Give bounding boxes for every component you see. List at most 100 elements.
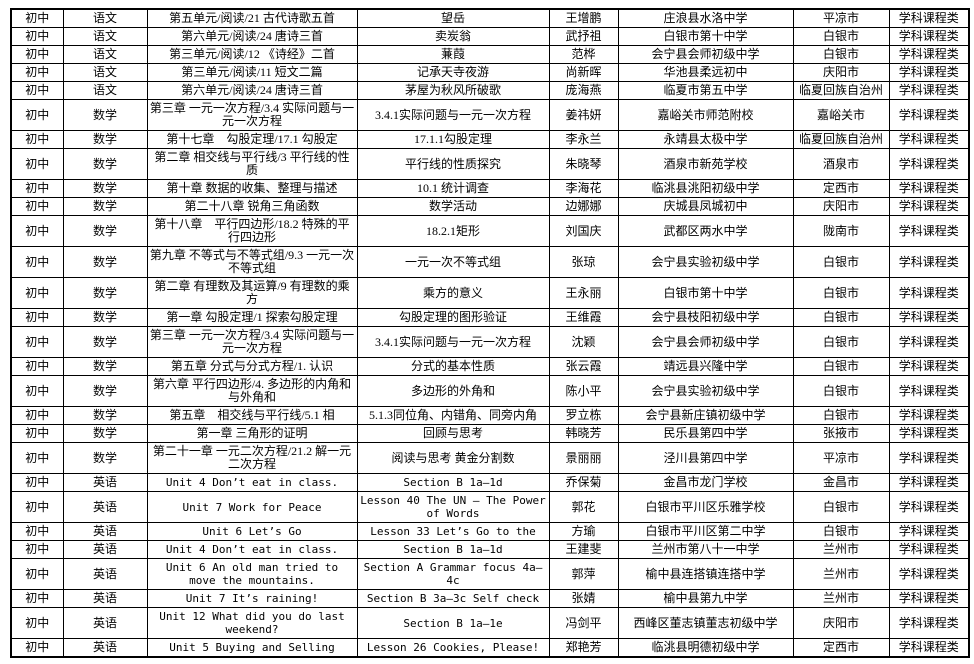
- cell-city: 庆阳市: [792, 607, 890, 639]
- cell-course-category: 学科课程类: [888, 27, 970, 46]
- cell-unit: Unit 4 Don’t eat in class.: [146, 473, 358, 492]
- cell-lesson-title: Section B 1a—1d: [356, 540, 550, 559]
- cell-level: 初中: [10, 491, 64, 523]
- cell-lesson-title: Section B 1a—1e: [356, 607, 550, 639]
- cell-lesson-title: 望岳: [356, 8, 550, 28]
- cell-course-category: 学科课程类: [888, 246, 970, 278]
- cell-school: 会宁县会师初级中学: [617, 326, 794, 358]
- cell-city: 平凉市: [792, 8, 890, 28]
- cell-school: 庄浪县水洛中学: [617, 8, 794, 28]
- cell-unit: 第十八章 平行四边形/18.2 特殊的平行四边形: [146, 215, 358, 247]
- table-row: 初中 数学 第三章 一元一次方程/3.4 实际问题与一元一次方程 3.4.1实际问题与…: [10, 326, 970, 358]
- table-row: 初中 数学 第二十八章 锐角三角函数 数学活动 边娜娜 庆城县凤城初中 庆阳市 学科课程类: [10, 197, 970, 216]
- cell-lesson-title: 蒹葭: [356, 45, 550, 64]
- cell-course-category: 学科课程类: [888, 99, 970, 131]
- cell-course-category: 学科课程类: [888, 308, 970, 327]
- cell-city: 白银市: [792, 375, 890, 407]
- cell-school: 会宁县枝阳初级中学: [617, 308, 794, 327]
- cell-subject: 数学: [62, 197, 148, 216]
- cell-city: 陇南市: [792, 215, 890, 247]
- course-table-body: 初中 语文 第五单元/阅读/21 古代诗歌五首 望岳 王增鹏 庄浪县水洛中学 平凉市 学科课程…: [10, 8, 970, 658]
- cell-teacher-name: 冯剑平: [548, 607, 619, 639]
- cell-school: 榆中县连搭镇连搭中学: [617, 558, 794, 590]
- cell-school: 兰州市第八十一中学: [617, 540, 794, 559]
- cell-teacher-name: 刘国庆: [548, 215, 619, 247]
- cell-unit: 第三单元/阅读/11 短文二篇: [146, 63, 358, 82]
- cell-course-category: 学科课程类: [888, 375, 970, 407]
- cell-course-category: 学科课程类: [888, 326, 970, 358]
- cell-course-category: 学科课程类: [888, 357, 970, 376]
- cell-lesson-title: 平行线的性质探究: [356, 148, 550, 180]
- cell-city: 张掖市: [792, 424, 890, 443]
- table-row: 初中 英语 Unit 6 Let’s Go Lesson 33 Let’s Go to…: [10, 522, 970, 541]
- cell-subject: 语文: [62, 63, 148, 82]
- cell-school: 会宁县新庄镇初级中学: [617, 406, 794, 425]
- cell-course-category: 学科课程类: [888, 558, 970, 590]
- cell-teacher-name: 王维霞: [548, 308, 619, 327]
- cell-teacher-name: 李永兰: [548, 130, 619, 149]
- cell-teacher-name: 韩晓芳: [548, 424, 619, 443]
- cell-city: 庆阳市: [792, 63, 890, 82]
- cell-unit: 第三单元/阅读/12 《诗经》二首: [146, 45, 358, 64]
- cell-unit: 第一章 勾股定理/1 探索勾股定理: [146, 308, 358, 327]
- cell-teacher-name: 张婧: [548, 589, 619, 608]
- cell-lesson-title: 一元一次不等式组: [356, 246, 550, 278]
- cell-course-category: 学科课程类: [888, 81, 970, 100]
- cell-teacher-name: 武抒祖: [548, 27, 619, 46]
- table-row: 初中 数学 第十七章 勾股定理/17.1 勾股定 17.1.1勾股定理 李永兰 永靖县太极…: [10, 130, 970, 149]
- cell-school: 靖远县兴隆中学: [617, 357, 794, 376]
- cell-lesson-title: 多边形的外角和: [356, 375, 550, 407]
- cell-subject: 数学: [62, 215, 148, 247]
- cell-course-category: 学科课程类: [888, 215, 970, 247]
- cell-level: 初中: [10, 246, 64, 278]
- cell-lesson-title: 18.2.1矩形: [356, 215, 550, 247]
- cell-city: 酒泉市: [792, 148, 890, 180]
- cell-subject: 语文: [62, 81, 148, 100]
- cell-teacher-name: 陈小平: [548, 375, 619, 407]
- cell-unit: Unit 6 Let’s Go: [146, 522, 358, 541]
- cell-teacher-name: 郭花: [548, 491, 619, 523]
- cell-unit: 第三章 一元一次方程/3.4 实际问题与一元一次方程: [146, 99, 358, 131]
- table-row: 初中 英语 Unit 5 Buying and Selling Lesson 26 C…: [10, 638, 970, 658]
- cell-level: 初中: [10, 81, 64, 100]
- cell-lesson-title: Section B 3a—3c Self check: [356, 589, 550, 608]
- cell-school: 嘉峪关市师范附校: [617, 99, 794, 131]
- cell-lesson-title: 3.4.1实际问题与一元一次方程: [356, 326, 550, 358]
- table-row: 初中 语文 第六单元/阅读/24 唐诗三首 卖炭翁 武抒祖 白银市第十中学 白银市 学科课程类: [10, 27, 970, 46]
- cell-course-category: 学科课程类: [888, 540, 970, 559]
- cell-school: 会宁县实验初级中学: [617, 246, 794, 278]
- cell-teacher-name: 庞海燕: [548, 81, 619, 100]
- cell-teacher-name: 景丽丽: [548, 442, 619, 474]
- cell-unit: Unit 7 Work for Peace: [146, 491, 358, 523]
- cell-teacher-name: 乔保菊: [548, 473, 619, 492]
- cell-school: 泾川县第四中学: [617, 442, 794, 474]
- cell-subject: 语文: [62, 8, 148, 28]
- cell-level: 初中: [10, 179, 64, 198]
- cell-level: 初中: [10, 130, 64, 149]
- cell-school: 华池县柔远初中: [617, 63, 794, 82]
- cell-unit: 第十章 数据的收集、整理与描述: [146, 179, 358, 198]
- cell-teacher-name: 罗立栋: [548, 406, 619, 425]
- cell-level: 初中: [10, 63, 64, 82]
- cell-teacher-name: 沈颖: [548, 326, 619, 358]
- cell-course-category: 学科课程类: [888, 607, 970, 639]
- cell-unit: 第二十八章 锐角三角函数: [146, 197, 358, 216]
- table-row: 初中 英语 Unit 12 What did you do last weekend…: [10, 607, 970, 639]
- cell-school: 酒泉市新苑学校: [617, 148, 794, 180]
- table-row: 初中 数学 第十八章 平行四边形/18.2 特殊的平行四边形 18.2.1矩形 刘国庆武…: [10, 215, 970, 247]
- table-row: 初中 数学 第三章 一元一次方程/3.4 实际问题与一元一次方程 3.4.1实际问题与…: [10, 99, 970, 131]
- cell-level: 初中: [10, 308, 64, 327]
- cell-level: 初中: [10, 589, 64, 608]
- course-table: 初中 语文 第五单元/阅读/21 古代诗歌五首 望岳 王增鹏 庄浪县水洛中学 平凉市 学科课程…: [10, 8, 970, 658]
- cell-city: 定西市: [792, 179, 890, 198]
- cell-city: 白银市: [792, 246, 890, 278]
- cell-level: 初中: [10, 406, 64, 425]
- cell-subject: 英语: [62, 607, 148, 639]
- cell-lesson-title: Lesson 26 Cookies, Please!: [356, 638, 550, 658]
- cell-unit: Unit 4 Don’t eat in class.: [146, 540, 358, 559]
- cell-level: 初中: [10, 357, 64, 376]
- cell-subject: 数学: [62, 357, 148, 376]
- cell-teacher-name: 王永丽: [548, 277, 619, 309]
- table-row: 初中 语文 第五单元/阅读/21 古代诗歌五首 望岳 王增鹏 庄浪县水洛中学 平凉市 学科课程…: [10, 8, 970, 28]
- cell-teacher-name: 姜祎妍: [548, 99, 619, 131]
